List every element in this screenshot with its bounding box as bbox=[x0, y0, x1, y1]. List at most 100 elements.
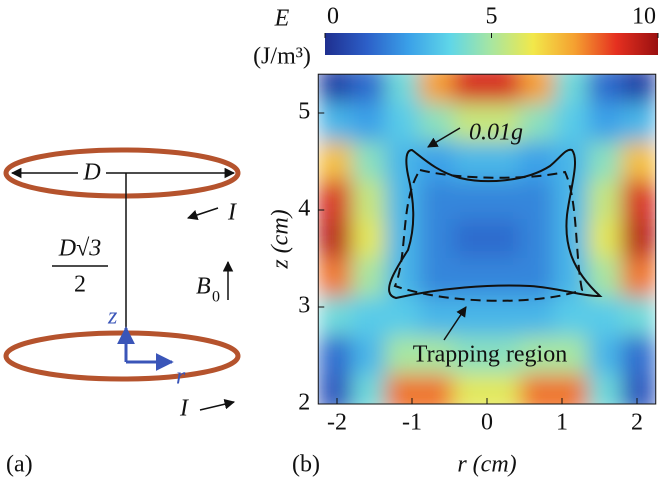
spacing-denominator: 2 bbox=[74, 272, 86, 298]
diameter-label: D bbox=[82, 160, 100, 186]
heat-cell bbox=[486, 335, 522, 376]
field-label: B bbox=[196, 274, 211, 300]
colorbar-units: (J/m³) bbox=[253, 44, 311, 70]
heat-cell bbox=[318, 219, 353, 259]
heat-cell bbox=[452, 102, 488, 143]
current-arrow bbox=[187, 207, 219, 220]
heat-cell bbox=[554, 219, 589, 259]
heat-cell bbox=[452, 296, 488, 337]
heat-cell bbox=[554, 141, 589, 182]
panel-label: (a) bbox=[6, 452, 33, 478]
x-tick-label: 2 bbox=[631, 410, 643, 436]
y-tick-label: 3 bbox=[298, 293, 310, 319]
heat-cell bbox=[520, 74, 555, 104]
colorbar-label: E bbox=[274, 6, 290, 32]
x-tick-label: -2 bbox=[327, 410, 347, 436]
current-label: I bbox=[227, 200, 237, 226]
colorbar bbox=[325, 33, 658, 55]
heat-cell bbox=[318, 102, 353, 143]
heat-cell bbox=[554, 74, 589, 104]
heat-cell bbox=[587, 102, 623, 143]
heat-cell bbox=[318, 74, 353, 104]
heat-cell bbox=[385, 141, 420, 182]
field-subscript: 0 bbox=[212, 289, 220, 306]
bottom-coil bbox=[3, 330, 241, 382]
heat-cell bbox=[351, 102, 387, 143]
heat-cell bbox=[587, 374, 623, 404]
heat-cell bbox=[486, 102, 522, 143]
heat-cell bbox=[520, 296, 555, 337]
spacing-numerator: D√3 bbox=[58, 236, 102, 262]
heat-cell bbox=[419, 180, 454, 221]
heat-cell bbox=[486, 219, 522, 259]
heat-cell bbox=[621, 74, 656, 104]
heat-cell bbox=[452, 258, 488, 298]
x-axis-label: r (cm) bbox=[457, 452, 516, 478]
annotation-arrow bbox=[443, 306, 467, 341]
heat-cell bbox=[554, 374, 589, 404]
heatmap-area bbox=[318, 74, 656, 404]
heat-cell bbox=[486, 296, 522, 337]
heat-cell bbox=[385, 374, 420, 404]
heat-cell bbox=[385, 296, 420, 337]
heat-cell bbox=[554, 102, 589, 143]
heat-cell bbox=[385, 102, 420, 143]
heat-cell bbox=[351, 374, 387, 404]
y-axis-label: z (cm) bbox=[268, 209, 294, 269]
heat-cell bbox=[452, 74, 488, 104]
heat-cell bbox=[520, 335, 555, 376]
current-label: I bbox=[179, 396, 189, 422]
colorbar-tick-label: 0 bbox=[327, 4, 339, 30]
heat-cell bbox=[318, 180, 353, 221]
heat-cell bbox=[587, 219, 623, 259]
heat-cell bbox=[587, 180, 623, 221]
heat-cell bbox=[587, 74, 623, 104]
heat-cell bbox=[587, 335, 623, 376]
heat-cell bbox=[419, 74, 454, 104]
heat-cell bbox=[587, 296, 623, 337]
heat-cell bbox=[419, 335, 454, 376]
heat-cell bbox=[621, 258, 656, 298]
heat-cell bbox=[419, 374, 454, 404]
heatmap bbox=[318, 74, 656, 404]
heat-cell bbox=[520, 258, 555, 298]
heat-cell bbox=[486, 258, 522, 298]
heat-cell bbox=[351, 335, 387, 376]
heat-cell bbox=[385, 335, 420, 376]
heat-cell bbox=[587, 141, 623, 182]
z-label: z bbox=[107, 304, 118, 330]
y-tick-label: 4 bbox=[298, 196, 310, 222]
heat-cell bbox=[351, 258, 387, 298]
heat-cell bbox=[452, 180, 488, 221]
heat-cell bbox=[419, 141, 454, 182]
heat-cell bbox=[351, 219, 387, 259]
heat-cell bbox=[621, 141, 656, 182]
heat-cell bbox=[419, 296, 454, 337]
heat-cell bbox=[318, 335, 353, 376]
heat-cell bbox=[486, 180, 522, 221]
heat-cell bbox=[351, 180, 387, 221]
coil-diagram: D I D√3 2 B 0 z r I (a) bbox=[3, 147, 241, 478]
heat-cell bbox=[621, 374, 656, 404]
heat-cell bbox=[520, 219, 555, 259]
heat-cell bbox=[554, 335, 589, 376]
heat-cell bbox=[486, 141, 522, 182]
heat-cell bbox=[587, 258, 623, 298]
heat-cell bbox=[452, 335, 488, 376]
panel-label: (b) bbox=[292, 452, 320, 478]
heat-cell bbox=[621, 219, 656, 259]
label-bg bbox=[78, 160, 106, 186]
annotation-arrow bbox=[427, 127, 461, 148]
heat-cell bbox=[385, 74, 420, 104]
heat-cell bbox=[419, 219, 454, 259]
heat-cell bbox=[621, 180, 656, 221]
top-coil bbox=[3, 147, 241, 199]
y-tick-label: 5 bbox=[298, 99, 310, 125]
heat-cell bbox=[520, 180, 555, 221]
heat-cell bbox=[621, 296, 656, 337]
x-tick-label: -1 bbox=[402, 410, 422, 436]
heat-cell bbox=[351, 296, 387, 337]
heat-cell bbox=[419, 102, 454, 143]
gravity-contour bbox=[388, 148, 603, 300]
